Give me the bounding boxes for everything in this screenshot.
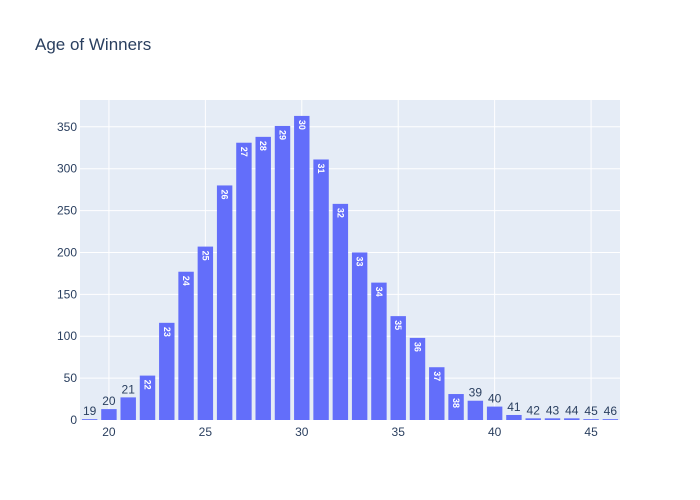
bar-21 <box>120 397 136 420</box>
data-label-33: 33 <box>355 256 365 266</box>
data-label-20: 20 <box>102 394 116 408</box>
data-label-36: 36 <box>413 342 423 352</box>
x-tick-label-30: 30 <box>295 425 309 439</box>
data-label-21: 21 <box>122 382 136 396</box>
bar-30 <box>294 115 310 420</box>
bar-39 <box>467 400 484 420</box>
data-label-25: 25 <box>200 251 210 261</box>
data-label-41: 41 <box>507 400 521 414</box>
bar-35 <box>390 316 406 420</box>
data-label-34: 34 <box>374 287 384 297</box>
bar-28 <box>255 136 271 420</box>
bar-43 <box>544 418 561 420</box>
bar-34 <box>371 282 387 420</box>
bar-23 <box>159 322 175 420</box>
data-label-23: 23 <box>162 327 172 337</box>
data-label-31: 31 <box>316 163 326 173</box>
x-tick-label-20: 20 <box>102 425 116 439</box>
data-label-37: 37 <box>432 371 442 381</box>
y-tick-label-250: 250 <box>57 204 77 218</box>
x-tick-label-45: 45 <box>584 425 598 439</box>
data-label-45: 45 <box>584 404 598 418</box>
x-tick-label-25: 25 <box>199 425 213 439</box>
bar-22 <box>139 375 156 420</box>
x-tick-label-40: 40 <box>488 425 502 439</box>
y-tick-label-100: 100 <box>57 329 77 343</box>
bar-31 <box>313 159 329 420</box>
y-tick-label-0: 0 <box>70 413 77 427</box>
bar-44 <box>564 418 580 420</box>
data-label-38: 38 <box>451 398 461 408</box>
data-label-30: 30 <box>297 120 307 130</box>
data-label-32: 32 <box>335 208 345 218</box>
plot-area: 19 20 21 22 23 24 25 26 27 28 29 30 31 32 33 34 35 36 37 38… <box>57 100 620 439</box>
data-label-27: 27 <box>239 147 249 157</box>
y-tick-label-50: 50 <box>64 371 78 385</box>
bar-37 <box>429 367 445 420</box>
bar-25 <box>197 246 214 420</box>
bar-32 <box>332 203 349 420</box>
data-label-39: 39 <box>469 386 483 400</box>
data-label-42: 42 <box>527 403 541 417</box>
data-label-29: 29 <box>278 130 288 140</box>
bar-38 <box>448 394 464 420</box>
chart-title: Age of Winners <box>35 35 151 54</box>
y-tick-label-350: 350 <box>57 120 77 134</box>
y-tick-label-200: 200 <box>57 245 77 259</box>
bar-19 <box>81 419 98 420</box>
y-tick-label-300: 300 <box>57 162 77 176</box>
data-label-35: 35 <box>393 320 403 330</box>
y-tick-label-150: 150 <box>57 287 77 301</box>
bar-24 <box>178 271 194 420</box>
bar-42 <box>525 418 541 420</box>
bar-29 <box>274 125 291 420</box>
bar-36 <box>409 337 426 420</box>
data-label-24: 24 <box>181 276 191 286</box>
x-tick-label-35: 35 <box>392 425 406 439</box>
bar-46 <box>602 419 619 420</box>
bar-45 <box>583 419 599 420</box>
data-label-40: 40 <box>488 392 502 406</box>
data-label-22: 22 <box>143 380 153 390</box>
bar-27 <box>236 142 252 420</box>
bar-26 <box>216 185 233 420</box>
bar-33 <box>351 252 368 420</box>
bar-41 <box>506 414 522 420</box>
bar-20 <box>101 409 117 420</box>
data-label-43: 43 <box>546 403 560 417</box>
data-label-44: 44 <box>565 403 579 417</box>
data-label-26: 26 <box>220 189 230 199</box>
data-label-19: 19 <box>83 404 97 418</box>
data-label-28: 28 <box>258 141 268 151</box>
bar-40 <box>486 406 503 420</box>
data-label-46: 46 <box>604 404 618 418</box>
